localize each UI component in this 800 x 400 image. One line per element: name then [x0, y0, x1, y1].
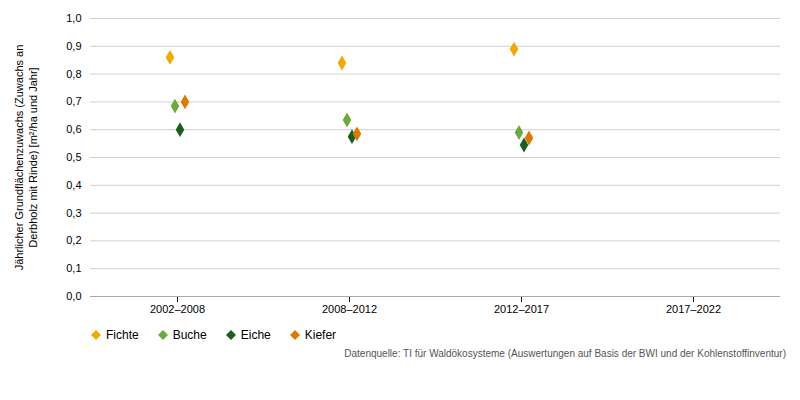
svg-text:0,2: 0,2 [66, 234, 81, 246]
svg-text:Jährlicher Grundflächenzuwachs: Jährlicher Grundflächenzuwachs (Zuwachs … [13, 45, 39, 271]
html-text:Buche: Buche [172, 328, 207, 342]
svg-text:0,1: 0,1 [66, 262, 81, 274]
svg-text:2017–2022: 2017–2022 [666, 303, 721, 315]
svg-text:0,5: 0,5 [66, 151, 81, 163]
svg-text:2002–2008: 2002–2008 [150, 303, 205, 315]
svg-text:0,9: 0,9 [66, 40, 81, 52]
svg-text:0,3: 0,3 [66, 207, 81, 219]
html-text:Fichte: Fichte [106, 328, 139, 342]
svg-text:2008–2012: 2008–2012 [322, 303, 377, 315]
svg-text:0,6: 0,6 [66, 123, 81, 135]
svg-text:0,4: 0,4 [66, 179, 81, 191]
svg-text:1,0: 1,0 [66, 12, 81, 24]
html-text:Kiefer: Kiefer [304, 328, 337, 342]
svg-text:0,0: 0,0 [66, 290, 81, 302]
html-text:Datenquelle: TI für Waldökosys: Datenquelle: TI für Waldökosysteme (Ausw… [344, 348, 786, 359]
svg-text:0,7: 0,7 [66, 95, 81, 107]
svg-text:2012–2017: 2012–2017 [494, 303, 549, 315]
html-text:Eiche: Eiche [240, 328, 271, 342]
svg-text:0,8: 0,8 [66, 68, 81, 80]
